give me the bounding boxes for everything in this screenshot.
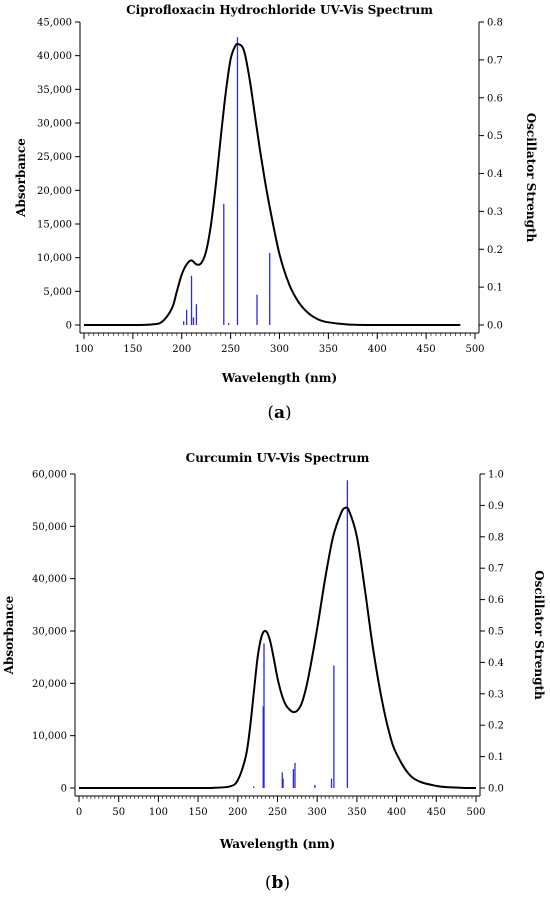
y2-tick-label: 0.8 (487, 18, 503, 29)
y-axis-title: Absorbance (14, 138, 28, 218)
chart-panel-a: Ciprofloxacin Hydrochloride UV-Vis Spect… (14, 3, 538, 423)
y2-tick-label: 0.2 (488, 721, 504, 732)
y2-tick-label: 0.1 (488, 752, 504, 763)
y2-tick-label: 0.8 (488, 532, 504, 543)
y-tick-label: 30,000 (37, 119, 72, 130)
chart-title: Curcumin UV-Vis Spectrum (186, 451, 370, 465)
x-tick-label: 100 (74, 344, 93, 355)
x-tick-label: 100 (149, 807, 168, 818)
y-tick-label: 45,000 (37, 18, 72, 29)
x-tick-label: 200 (228, 807, 247, 818)
x-axis-title: Wavelength (nm) (219, 837, 335, 851)
y2-tick-label: 0.9 (488, 501, 504, 512)
y2-tick-label: 0.0 (487, 321, 503, 332)
y2-tick-label: 0.4 (487, 169, 503, 180)
x-tick-label: 350 (319, 344, 338, 355)
chart-panel-b: Curcumin UV-Vis Spectrum 0 50 100 150 200 250 3… (2, 451, 546, 893)
y-tick-label: 10,000 (37, 253, 72, 264)
panel-label: (b) (265, 873, 290, 893)
y-tick-label: 15,000 (37, 220, 72, 231)
x-tick-label: 350 (347, 807, 366, 818)
x-tick-label: 50 (112, 807, 125, 818)
y-tick-label: 25,000 (37, 152, 72, 163)
y-tick-label: 40,000 (32, 574, 67, 585)
y2-tick-label: 0.7 (488, 564, 504, 575)
y2-tick-label: 0.3 (488, 689, 504, 700)
x-tick-label: 0 (76, 807, 82, 818)
x-tick-label: 300 (270, 344, 289, 355)
y-tick-label: 5,000 (43, 287, 72, 298)
x-tick-label: 500 (465, 344, 484, 355)
absorbance-curve (83, 42, 461, 327)
y2-tick-label: 0.0 (488, 784, 504, 795)
y2-tick-label: 0.6 (487, 93, 503, 104)
y2-axis-title: Oscillator Strength (524, 113, 538, 243)
y2-tick-label: 0.1 (487, 283, 503, 294)
y2-tick-label: 0.5 (488, 627, 504, 638)
x-tick-label: 450 (417, 344, 436, 355)
x-tick-label: 500 (466, 807, 485, 818)
y-tick-label: 10,000 (32, 731, 67, 742)
x-tick-label: 300 (308, 807, 327, 818)
y-tick-label: 20,000 (32, 679, 67, 690)
y2-tick-label: 0.4 (488, 658, 504, 669)
y-tick-label: 50,000 (32, 522, 67, 533)
y-tick-label: 0 (61, 784, 67, 795)
x-tick-label: 150 (123, 344, 142, 355)
y-tick-label: 40,000 (37, 51, 72, 62)
x-tick-label: 150 (189, 807, 208, 818)
y-tick-label: 60,000 (32, 470, 67, 481)
chart-title: Ciprofloxacin Hydrochloride UV-Vis Spect… (126, 3, 433, 17)
y2-axis-title: Oscillator Strength (532, 570, 546, 700)
y2-tick-label: 1.0 (488, 470, 504, 481)
panel-label: (a) (267, 403, 291, 423)
x-tick-label: 450 (427, 807, 446, 818)
absorbance-curve (78, 506, 477, 790)
y-axis-title: Absorbance (2, 595, 16, 675)
x-axis-title: Wavelength (nm) (221, 371, 337, 385)
x-tick-label: 200 (172, 344, 191, 355)
x-tick-label: 400 (387, 807, 406, 818)
x-tick-label: 400 (368, 344, 387, 355)
y2-tick-label: 0.5 (487, 131, 503, 142)
y-tick-label: 20,000 (37, 186, 72, 197)
x-tick-label: 250 (221, 344, 240, 355)
y2-tick-label: 0.3 (487, 207, 503, 218)
y-tick-label: 35,000 (37, 85, 72, 96)
y2-tick-label: 0.2 (487, 245, 503, 256)
y-tick-label: 30,000 (32, 627, 67, 638)
y2-tick-label: 0.7 (487, 55, 503, 66)
y-tick-label: 0 (66, 321, 72, 332)
y2-tick-label: 0.6 (488, 595, 504, 606)
x-tick-label: 250 (268, 807, 287, 818)
